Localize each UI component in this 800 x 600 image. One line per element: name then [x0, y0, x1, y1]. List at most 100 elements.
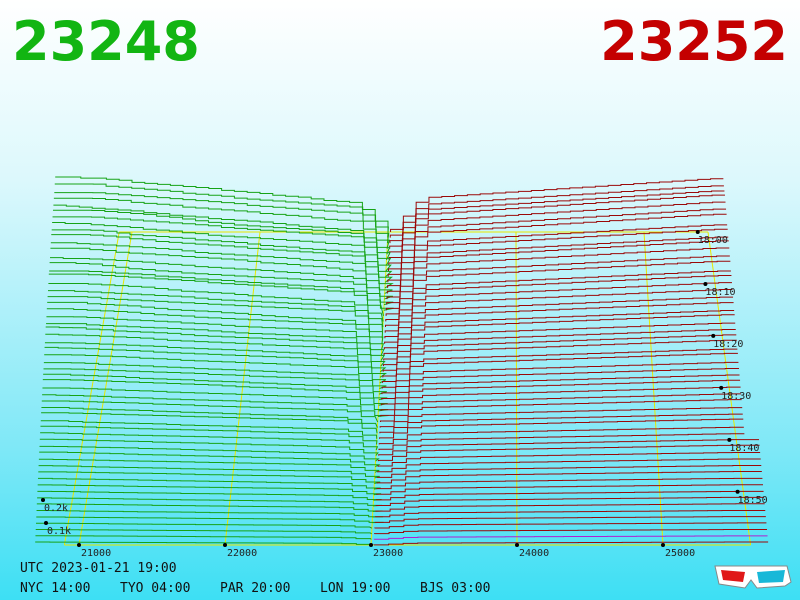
ask-depth: [374, 509, 766, 518]
ask-depth: [374, 522, 767, 529]
bid-depth: [54, 192, 390, 244]
ask-depth: [388, 201, 726, 255]
bid-depth: [49, 262, 394, 306]
bid-depth: [35, 528, 372, 535]
bid-depth: [50, 247, 393, 294]
bid-depth: [43, 368, 387, 395]
bid-depth: [38, 458, 380, 473]
bid-depth: [35, 535, 372, 540]
bid-depth: [42, 379, 388, 406]
ask-depth: [387, 228, 728, 277]
bid-depth: [51, 229, 393, 278]
price-label: 24000: [519, 548, 549, 559]
bid-depth: [43, 362, 387, 389]
bid-depth: [41, 400, 379, 423]
bid-depth: [39, 451, 381, 468]
ask-depth: [376, 465, 762, 478]
ask-depth: [378, 433, 745, 450]
ask-depth: [379, 407, 743, 428]
zone-time: LON 19:00: [320, 581, 390, 596]
ask-depth: [375, 496, 765, 506]
bid-depth: [46, 316, 384, 350]
ask-depth: [376, 477, 763, 490]
ask-depth: [379, 418, 744, 439]
bid-depth: [39, 445, 380, 462]
ask-depth: [383, 329, 736, 361]
price-label: 23000: [373, 548, 403, 559]
price-dot: [661, 543, 665, 547]
bid-depth: [50, 242, 394, 289]
ask-depth: [385, 289, 733, 328]
bid-depth: [36, 503, 383, 512]
ask-depth: [385, 282, 732, 322]
grid-line: [707, 231, 752, 546]
bid-depth: [53, 197, 390, 249]
ask-depth: [378, 426, 744, 445]
zone-time: BJS 03:00: [420, 581, 490, 596]
grid-line: [78, 231, 133, 546]
ask-depth: [386, 255, 730, 300]
time-dot: [727, 437, 732, 442]
bid-depth: [37, 497, 383, 507]
bid-depth: [44, 354, 387, 384]
price-dot: [515, 543, 519, 547]
ask-depth: [374, 516, 766, 523]
ask-depth: [389, 185, 724, 238]
ask-depth: [381, 374, 740, 400]
bid-depth: [39, 438, 379, 456]
utc-time: UTC 2023-01-21 19:00: [20, 561, 177, 576]
bid-price: 23248: [12, 10, 200, 73]
ask-depth: [384, 296, 734, 333]
time-label: 18:40: [729, 443, 759, 454]
ask-depth: [382, 334, 737, 367]
zone-time: TYO 04:00: [120, 581, 190, 596]
bid-depth: [35, 541, 372, 545]
grid-line: [224, 231, 261, 546]
ask-depth: [379, 413, 743, 434]
ask-depth: [388, 208, 727, 260]
bid-depth: [45, 326, 386, 361]
ask-depth: [383, 322, 736, 355]
bid-depth: [40, 420, 378, 439]
time-label: 18:20: [713, 339, 743, 350]
bid-depth: [54, 183, 389, 238]
ask-depth: [379, 399, 742, 423]
bid-depth: [48, 282, 384, 322]
ask-depth: [373, 535, 768, 540]
ask-depth: [373, 541, 769, 546]
depth-dot: [44, 521, 48, 525]
price-dot: [369, 543, 373, 547]
time-label: 18:10: [705, 287, 735, 298]
time-dot: [719, 385, 724, 390]
ask-depth: [375, 503, 765, 512]
bid-depth: [42, 387, 389, 412]
ask-depth: [382, 352, 738, 383]
ask-depth: [376, 484, 763, 495]
ask-depth: [375, 490, 764, 501]
bid-depth: [35, 522, 373, 529]
ask-depth: [380, 393, 742, 417]
depth-lines: [35, 176, 769, 546]
time-label: 18:00: [698, 235, 728, 246]
bid-depth: [52, 209, 391, 261]
ask-depth: [385, 274, 732, 316]
ask-depth: [382, 348, 738, 378]
bid-depth: [49, 270, 394, 311]
time-dot: [695, 230, 700, 234]
bid-depth: [55, 176, 389, 232]
bid-depth: [38, 471, 381, 485]
ask-depth: [376, 470, 762, 484]
bid-depth: [46, 308, 384, 344]
ask-depth: [377, 458, 761, 473]
bid-depth: [46, 323, 385, 356]
ask-depth: [385, 270, 731, 311]
ask-depth: [387, 236, 729, 283]
ask-depth: [389, 190, 725, 244]
bid-depth: [47, 296, 384, 333]
grid-line: [515, 231, 518, 546]
bid-depth: [38, 465, 380, 479]
ask-depth: [386, 247, 730, 294]
bid-depth: [50, 257, 393, 300]
price-label: 25000: [665, 548, 695, 559]
